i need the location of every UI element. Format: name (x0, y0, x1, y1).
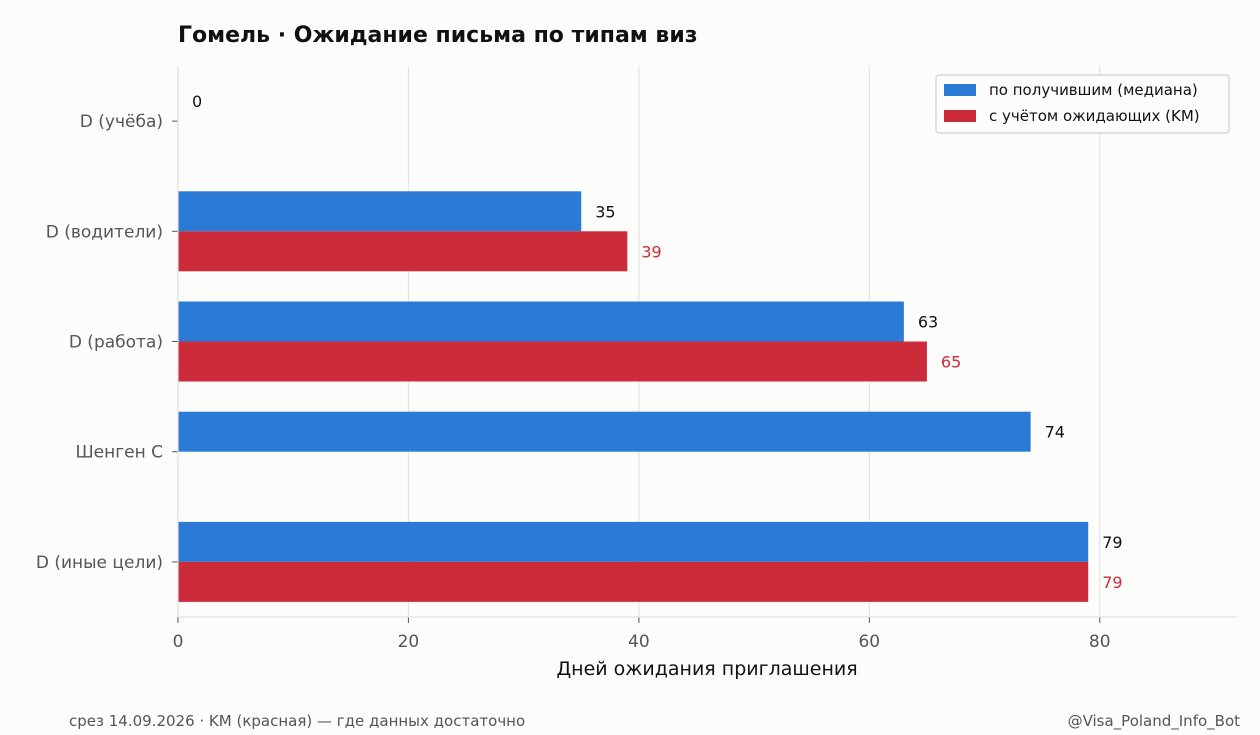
value-label-median: 0 (192, 92, 202, 111)
y-tick-label: D (учёба) (80, 112, 163, 132)
value-label-median: 79 (1102, 533, 1122, 552)
value-labels: 0 35 39 63 65 74 79 79 (192, 92, 1123, 592)
legend-swatch (944, 84, 976, 96)
legend: по получившим (медиана) с учётом ожидающи… (935, 74, 1230, 134)
value-label-km: 39 (641, 242, 661, 261)
y-tick-label: Шенген C (75, 443, 163, 463)
value-label-median: 63 (918, 313, 938, 332)
value-label-median: 35 (595, 202, 615, 221)
y-tick-label: D (работа) (69, 333, 163, 353)
bar-median (178, 301, 904, 342)
y-axis: D (учёба) D (водители) D (работа) Шенген C D… (36, 112, 178, 573)
value-label-km: 79 (1102, 573, 1122, 592)
x-tick-label: 0 (173, 632, 184, 652)
bar-km (178, 561, 1089, 602)
x-axis: 0 20 40 60 80 (173, 66, 1238, 652)
legend-box (935, 74, 1230, 134)
y-tick-label: D (иные цели) (36, 553, 163, 573)
bars (178, 191, 1089, 602)
legend-swatch (944, 110, 976, 122)
x-tick-label: 40 (628, 632, 650, 652)
value-label-km: 65 (941, 353, 961, 372)
x-tick-label: 20 (398, 632, 420, 652)
legend-label: с учётом ожидающих (KM) (989, 107, 1200, 125)
bar-median (178, 521, 1089, 562)
x-axis-title: Дней ожидания приглашения (556, 658, 857, 680)
chart-title: Гомель · Ожидание письма по типам виз (178, 23, 698, 48)
x-tick-label: 60 (858, 632, 880, 652)
y-tick-label: D (водители) (46, 222, 163, 242)
legend-label: по получившим (медиана) (989, 81, 1198, 99)
footer-note: срез 14.09.2026 · KM (красная) — где дан… (69, 712, 525, 730)
value-label-median: 74 (1045, 423, 1065, 442)
x-tick-label: 80 (1089, 632, 1111, 652)
bar-km (178, 341, 927, 382)
bar-median (178, 191, 582, 232)
bar-km (178, 231, 628, 272)
bar-median (178, 411, 1031, 452)
footer-credit: @Visa_Poland_Info_Bot (1068, 712, 1241, 731)
